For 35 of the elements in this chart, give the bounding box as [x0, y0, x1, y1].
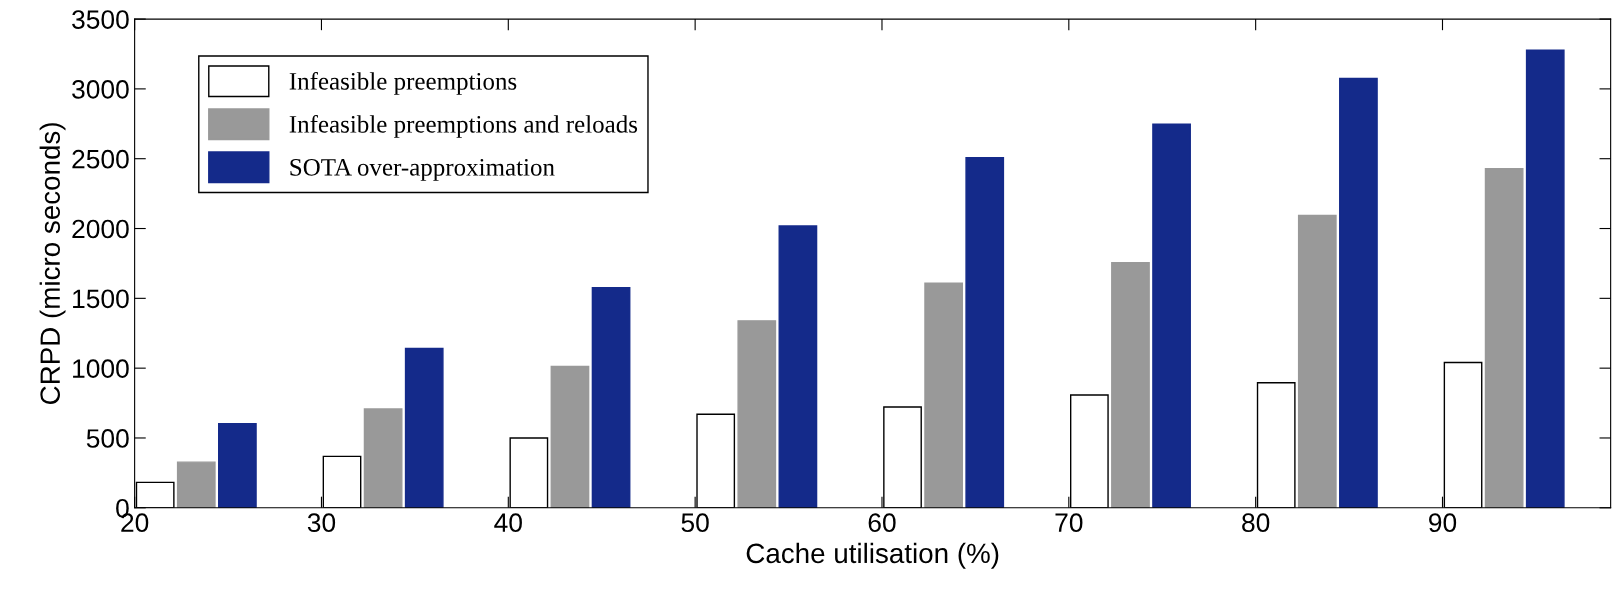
x-tick-label: 30 — [307, 513, 336, 533]
y-tick-label: 1000 — [73, 359, 129, 378]
x-tick-label: 80 — [1242, 513, 1270, 533]
y-tick-label: 1500 — [73, 289, 129, 309]
bar — [1484, 167, 1524, 508]
y-axis-title: CRPD (micro seconds) — [39, 123, 66, 405]
bar — [550, 365, 590, 508]
bar — [218, 423, 257, 508]
x-tick-label: 50 — [681, 513, 709, 533]
bar — [778, 225, 818, 508]
x-axis-title: Cache utilisation (%) — [746, 542, 999, 569]
x-tick-label: 70 — [1055, 513, 1083, 533]
bar — [1525, 49, 1565, 508]
bar — [737, 320, 777, 508]
legend-label: Infeasible preemptions — [289, 71, 517, 95]
bar — [1339, 77, 1378, 508]
bar — [591, 287, 631, 508]
bar — [924, 282, 964, 508]
bar — [1152, 123, 1191, 508]
legend-label: Infeasible preemptions and reloads — [289, 114, 638, 138]
y-tick-label: 500 — [86, 429, 129, 448]
y-tick-label: 2500 — [72, 149, 129, 169]
legend-label: SOTA over-approximation — [290, 158, 555, 181]
bar — [965, 156, 1005, 508]
bar — [1111, 261, 1150, 508]
y-tick-label: 3500 — [72, 10, 129, 29]
y-tick-label: 3000 — [72, 80, 129, 99]
x-tick-label: 90 — [1429, 513, 1457, 533]
y-tick-label: 2000 — [72, 219, 129, 239]
bar — [1297, 214, 1337, 508]
x-tick-label: 60 — [868, 513, 896, 533]
x-tick-label: 40 — [494, 513, 522, 533]
bar — [363, 408, 403, 508]
bar — [176, 461, 216, 508]
bar — [404, 347, 444, 508]
